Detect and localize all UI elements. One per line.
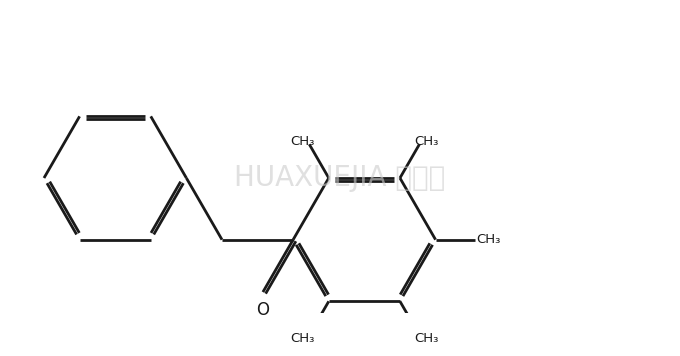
Text: O: O	[256, 301, 269, 319]
Text: CH₃: CH₃	[414, 332, 439, 345]
Text: CH₃: CH₃	[290, 135, 315, 147]
Text: CH₃: CH₃	[476, 233, 500, 246]
Text: CH₃: CH₃	[414, 135, 439, 147]
Text: CH₃: CH₃	[290, 332, 315, 345]
Text: HUAXUEJIA 化学加: HUAXUEJIA 化学加	[235, 164, 445, 192]
